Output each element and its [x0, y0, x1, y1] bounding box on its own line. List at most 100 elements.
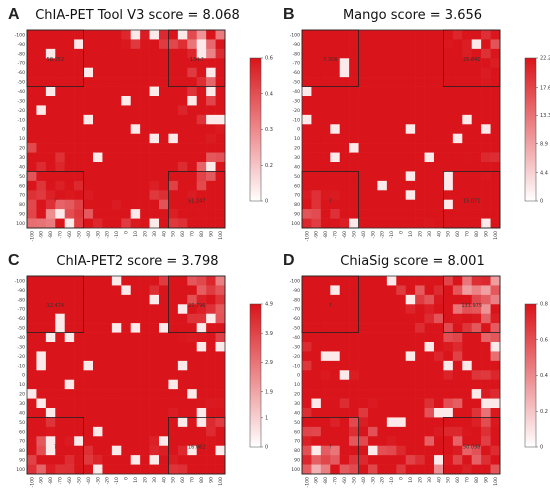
heatmap-cell [159, 77, 169, 87]
heatmap-cell [159, 180, 169, 191]
heatmap-cell [452, 417, 463, 428]
heatmap-cell [452, 190, 463, 201]
heatmap-cell [130, 105, 141, 116]
heatmap-cell [386, 398, 397, 409]
y-tick-label: 0 [22, 373, 25, 379]
heatmap-cell [471, 445, 482, 456]
heatmap-cell [111, 190, 122, 201]
heatmap-cell [424, 426, 435, 437]
heatmap-cell [471, 323, 482, 333]
heatmap-cell [368, 313, 378, 324]
heatmap-cell [368, 304, 378, 315]
heatmap-cell [177, 360, 188, 371]
heatmap-cell [396, 209, 407, 219]
heatmap-cell [490, 304, 501, 315]
y-tick-label: -80 [292, 297, 300, 303]
heatmap-cell [358, 190, 369, 201]
heatmap-cell [177, 67, 188, 78]
heatmap-cell [149, 285, 160, 296]
heatmap-cell [27, 39, 37, 50]
y-tick-label: -20 [17, 354, 25, 360]
heatmap-cell [27, 285, 37, 296]
heatmap-cell [187, 124, 198, 135]
heatmap-cell [320, 67, 331, 78]
heatmap-cell [386, 171, 397, 182]
x-tick-label: -30 [370, 231, 376, 239]
heatmap-cell [168, 48, 179, 59]
heatmap-cell [481, 294, 491, 305]
heatmap-cell [93, 417, 103, 428]
heatmap-cell [159, 162, 169, 172]
heatmap-cell [215, 180, 226, 191]
heatmap-cell [36, 417, 47, 428]
heatmap-cell [149, 133, 160, 144]
heatmap-cell [64, 398, 75, 409]
heatmap-cell [121, 218, 132, 229]
heatmap-cell [434, 218, 444, 229]
heatmap-cell [368, 39, 378, 50]
heatmap-cell [349, 39, 359, 50]
heatmap-cell [149, 332, 160, 343]
x-tick-label: 70 [190, 477, 196, 483]
heatmap-cell [490, 39, 501, 50]
heatmap-cell [462, 209, 473, 219]
heatmap-cell [302, 332, 312, 343]
heatmap-cell [102, 398, 113, 409]
heatmap-cell [377, 408, 388, 418]
heatmap-cell [339, 124, 350, 135]
x-tick-label: -20 [105, 231, 111, 239]
heatmap-cell [415, 464, 425, 475]
heatmap-cell [471, 133, 482, 144]
heatmap-cell [368, 276, 378, 286]
heatmap-cell [55, 152, 66, 163]
heatmap-cell [405, 30, 416, 40]
x-tick-label: 60 [455, 477, 461, 483]
heatmap-cell [349, 105, 359, 116]
heatmap-cell [339, 426, 350, 437]
heatmap-cell [434, 436, 444, 447]
heatmap-cell [471, 114, 482, 125]
heatmap-cell [320, 323, 331, 333]
heatmap-cell [311, 39, 322, 50]
heatmap-cell [130, 323, 141, 333]
heatmap-cell [215, 171, 226, 182]
heatmap-cell [405, 426, 416, 437]
box-annotation: ? [329, 303, 332, 309]
heatmap-cell [443, 276, 454, 286]
heatmap-cell [424, 276, 435, 286]
heatmap-cell [396, 464, 407, 475]
heatmap-cell [130, 199, 141, 210]
heatmap-cell [102, 218, 113, 229]
heatmap-cell [405, 417, 416, 428]
heatmap-cell [490, 67, 501, 78]
heatmap-cell [330, 152, 341, 163]
heatmap-cell [368, 464, 378, 475]
heatmap-cell [462, 351, 473, 362]
heatmap-cell [386, 77, 397, 87]
heatmap-cell [405, 143, 416, 153]
heatmap-cell [339, 171, 350, 182]
heatmap-cell [443, 304, 454, 315]
heatmap-cell [490, 445, 501, 456]
heatmap-cell [424, 96, 435, 106]
heatmap-cell [196, 77, 207, 87]
x-tick-label: -50 [76, 477, 82, 485]
heatmap-cell [140, 114, 150, 125]
heatmap-cell [396, 408, 407, 418]
y-tick-label: 10 [294, 136, 300, 142]
heatmap-cell [302, 77, 312, 87]
heatmap-cell [215, 114, 226, 125]
heatmap-cell [196, 285, 207, 296]
heatmap-cell [159, 58, 169, 69]
heatmap-cell [358, 77, 369, 87]
heatmap-cell [140, 58, 150, 69]
heatmap-cell [434, 77, 444, 87]
colorbar [249, 57, 262, 202]
heatmap-cell [452, 105, 463, 116]
heatmap-cell [386, 124, 397, 135]
heatmap-cell [443, 398, 454, 409]
heatmap-cell [111, 124, 122, 135]
y-tick-label: -70 [292, 307, 300, 313]
heatmap-cell [396, 445, 407, 456]
heatmap-cell [481, 445, 491, 456]
